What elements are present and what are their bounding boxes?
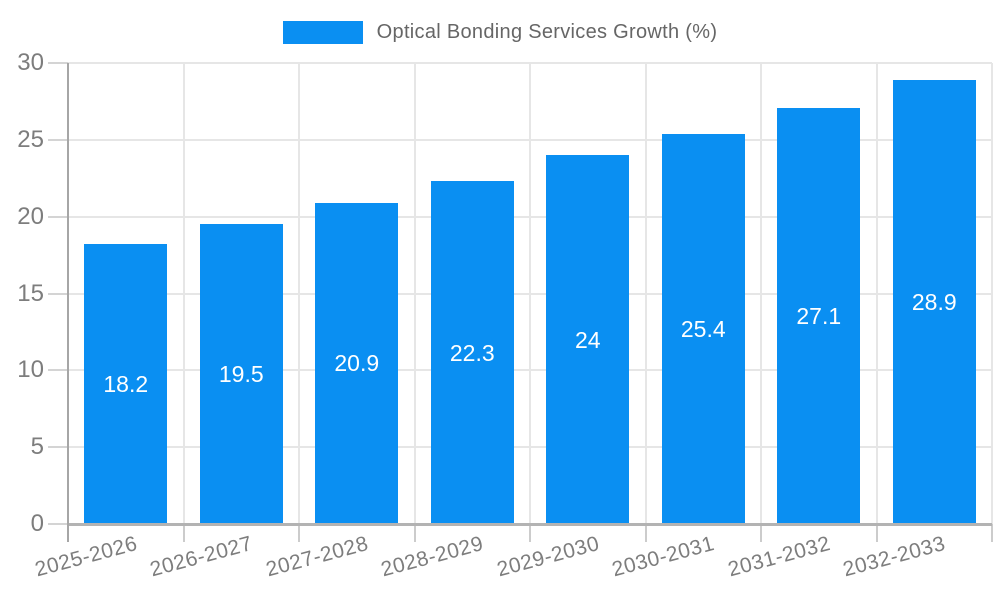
x-axis-tick — [529, 524, 531, 542]
y-axis-tick-label: 0 — [30, 510, 44, 537]
x-axis-tick — [298, 524, 300, 542]
gridline-x — [991, 63, 993, 524]
y-axis-tick-label: 10 — [17, 356, 44, 384]
plot-area: 0 5 10 15 20 25 30 18.2 19.5 20.9 22.3 24 25.4 27.1 28… — [17, 50, 993, 542]
x-axis-tick-label: 2031-2032 — [725, 532, 833, 582]
x-axis-tick — [644, 524, 647, 542]
y-axis-tick-label: 5 — [30, 433, 44, 461]
bar-value-label: 22.3 — [449, 339, 495, 366]
x-axis-tick — [760, 524, 762, 542]
bar-2031-2032[interactable]: 27.1 — [777, 107, 861, 524]
bar-2029-2030[interactable]: 24 — [546, 155, 630, 524]
x-axis-line — [68, 523, 992, 526]
bar-2032-2033[interactable]: 28.9 — [892, 79, 976, 524]
x-axis-tick-label: 2030-2031 — [609, 532, 718, 582]
x-axis-tick-label: 2032-2033 — [840, 532, 949, 582]
legend-label: Optical Bonding Services Growth (%) — [376, 21, 718, 43]
x-axis-tick — [182, 524, 185, 542]
y-axis-tick — [48, 215, 68, 218]
bar-value-label: 25.4 — [680, 315, 726, 342]
y-axis-tick — [48, 62, 68, 64]
y-axis-tick-label: 20 — [17, 202, 44, 230]
bar-value-label: 28.9 — [911, 288, 957, 315]
y-axis-tick — [48, 138, 68, 141]
y-axis-tick-label: 30 — [17, 49, 44, 76]
bar-value-label: 18.2 — [103, 371, 149, 398]
x-axis-tick-label: 2027-2028 — [263, 532, 371, 582]
y-axis-tick — [48, 369, 68, 372]
gridline-x — [182, 63, 185, 524]
legend-swatch-icon — [282, 21, 363, 44]
bar-2028-2029[interactable]: 22.3 — [430, 181, 514, 524]
gridline-x — [529, 63, 531, 524]
y-axis-tick-label: 15 — [17, 279, 44, 307]
bar-2027-2028[interactable]: 20.9 — [315, 202, 399, 524]
y-axis-line — [67, 63, 69, 542]
bar-2025-2026[interactable]: 18.2 — [84, 244, 168, 524]
gridline-x — [760, 63, 762, 524]
y-axis-tick — [48, 292, 68, 295]
x-axis-tick-label: 2026-2027 — [147, 532, 256, 582]
gridline-x — [298, 63, 300, 524]
bar-value-label: 27.1 — [796, 302, 842, 329]
bar-2030-2031[interactable]: 25.4 — [661, 133, 745, 524]
bar-2026-2027[interactable]: 19.5 — [199, 224, 283, 524]
x-axis-tick-label: 2028-2029 — [378, 532, 487, 582]
x-axis-tick — [413, 524, 416, 542]
x-axis-tick — [875, 524, 878, 542]
gridline-x — [644, 63, 647, 524]
bar-value-label: 19.5 — [218, 361, 264, 388]
bar-value-label: 24 — [574, 326, 601, 353]
legend[interactable]: Optical Bonding Services Growth (%) — [0, 21, 1000, 44]
y-axis-tick — [48, 446, 68, 449]
y-axis-tick-label: 25 — [17, 125, 44, 153]
x-axis-tick — [991, 524, 993, 542]
x-axis-tick-label: 2025-2026 — [32, 532, 140, 582]
bar-value-label: 20.9 — [334, 350, 380, 377]
x-axis-tick-label: 2029-2030 — [494, 532, 602, 582]
gridline-x — [413, 63, 416, 524]
y-axis-tick — [48, 523, 68, 525]
gridline-x — [875, 63, 878, 524]
